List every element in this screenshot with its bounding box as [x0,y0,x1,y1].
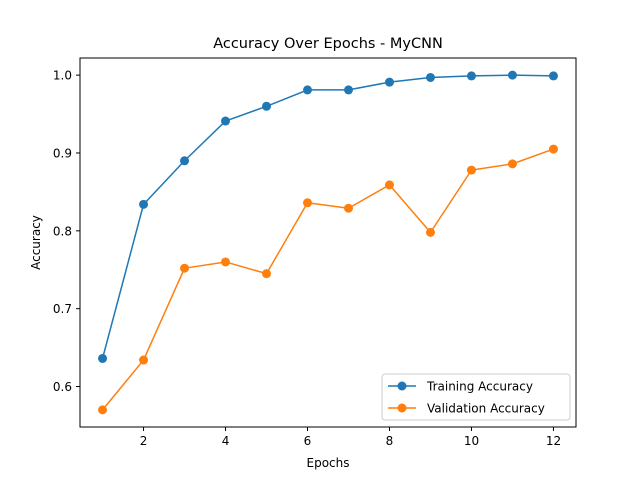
y-tick-label: 0.8 [53,224,72,238]
data-point-training [425,72,435,82]
x-tick-label: 2 [140,434,148,448]
data-point-training [343,85,353,95]
legend-label-validation: Validation Accuracy [427,402,545,416]
y-axis: 0.6 0.7 0.8 0.9 1.0 [53,69,80,394]
data-point-training [548,71,558,81]
data-point-validation [262,269,272,279]
legend: Training Accuracy Validation Accuracy [381,373,571,421]
data-point-training [384,77,394,87]
y-tick-label: 0.9 [53,146,72,160]
data-point-training [466,71,476,81]
series-layer [98,70,558,415]
data-point-training [98,353,108,363]
data-point-validation [384,180,394,190]
x-tick-label: 6 [304,434,312,448]
data-point-validation [425,227,435,237]
plot-area [79,57,577,428]
x-tick-label: 12 [546,434,561,448]
data-point-validation [507,159,517,169]
x-tick-label: 8 [386,434,394,448]
legend-box [381,373,571,421]
legend-marker-training [397,381,407,391]
data-point-training [303,85,313,95]
x-axis-label: Epochs [307,456,350,470]
data-point-training [139,199,149,209]
data-point-training [180,156,190,166]
x-tick-label: 4 [222,434,230,448]
series-line-validation [101,148,554,411]
data-point-validation [180,263,190,273]
data-point-training [221,116,231,126]
y-tick-label: 0.7 [53,302,72,316]
x-tick-label: 10 [464,434,479,448]
data-point-validation [98,405,108,415]
data-point-validation [221,257,231,267]
data-point-validation [343,203,353,213]
series-line-training [101,74,554,359]
data-point-training [507,70,517,80]
x-axis: 2 4 6 8 10 12 [140,427,561,448]
data-point-validation [548,144,558,154]
y-axis-label: Accuracy [29,215,43,270]
y-tick-label: 1.0 [53,69,72,83]
legend-label-training: Training Accuracy [426,380,533,394]
y-tick-label: 0.6 [53,380,72,394]
data-point-validation [303,198,313,208]
legend-marker-validation [397,403,407,413]
data-point-training [262,101,272,111]
data-point-validation [139,355,149,365]
data-point-validation [466,165,476,175]
chart-title: Accuracy Over Epochs - MyCNN [213,36,443,52]
